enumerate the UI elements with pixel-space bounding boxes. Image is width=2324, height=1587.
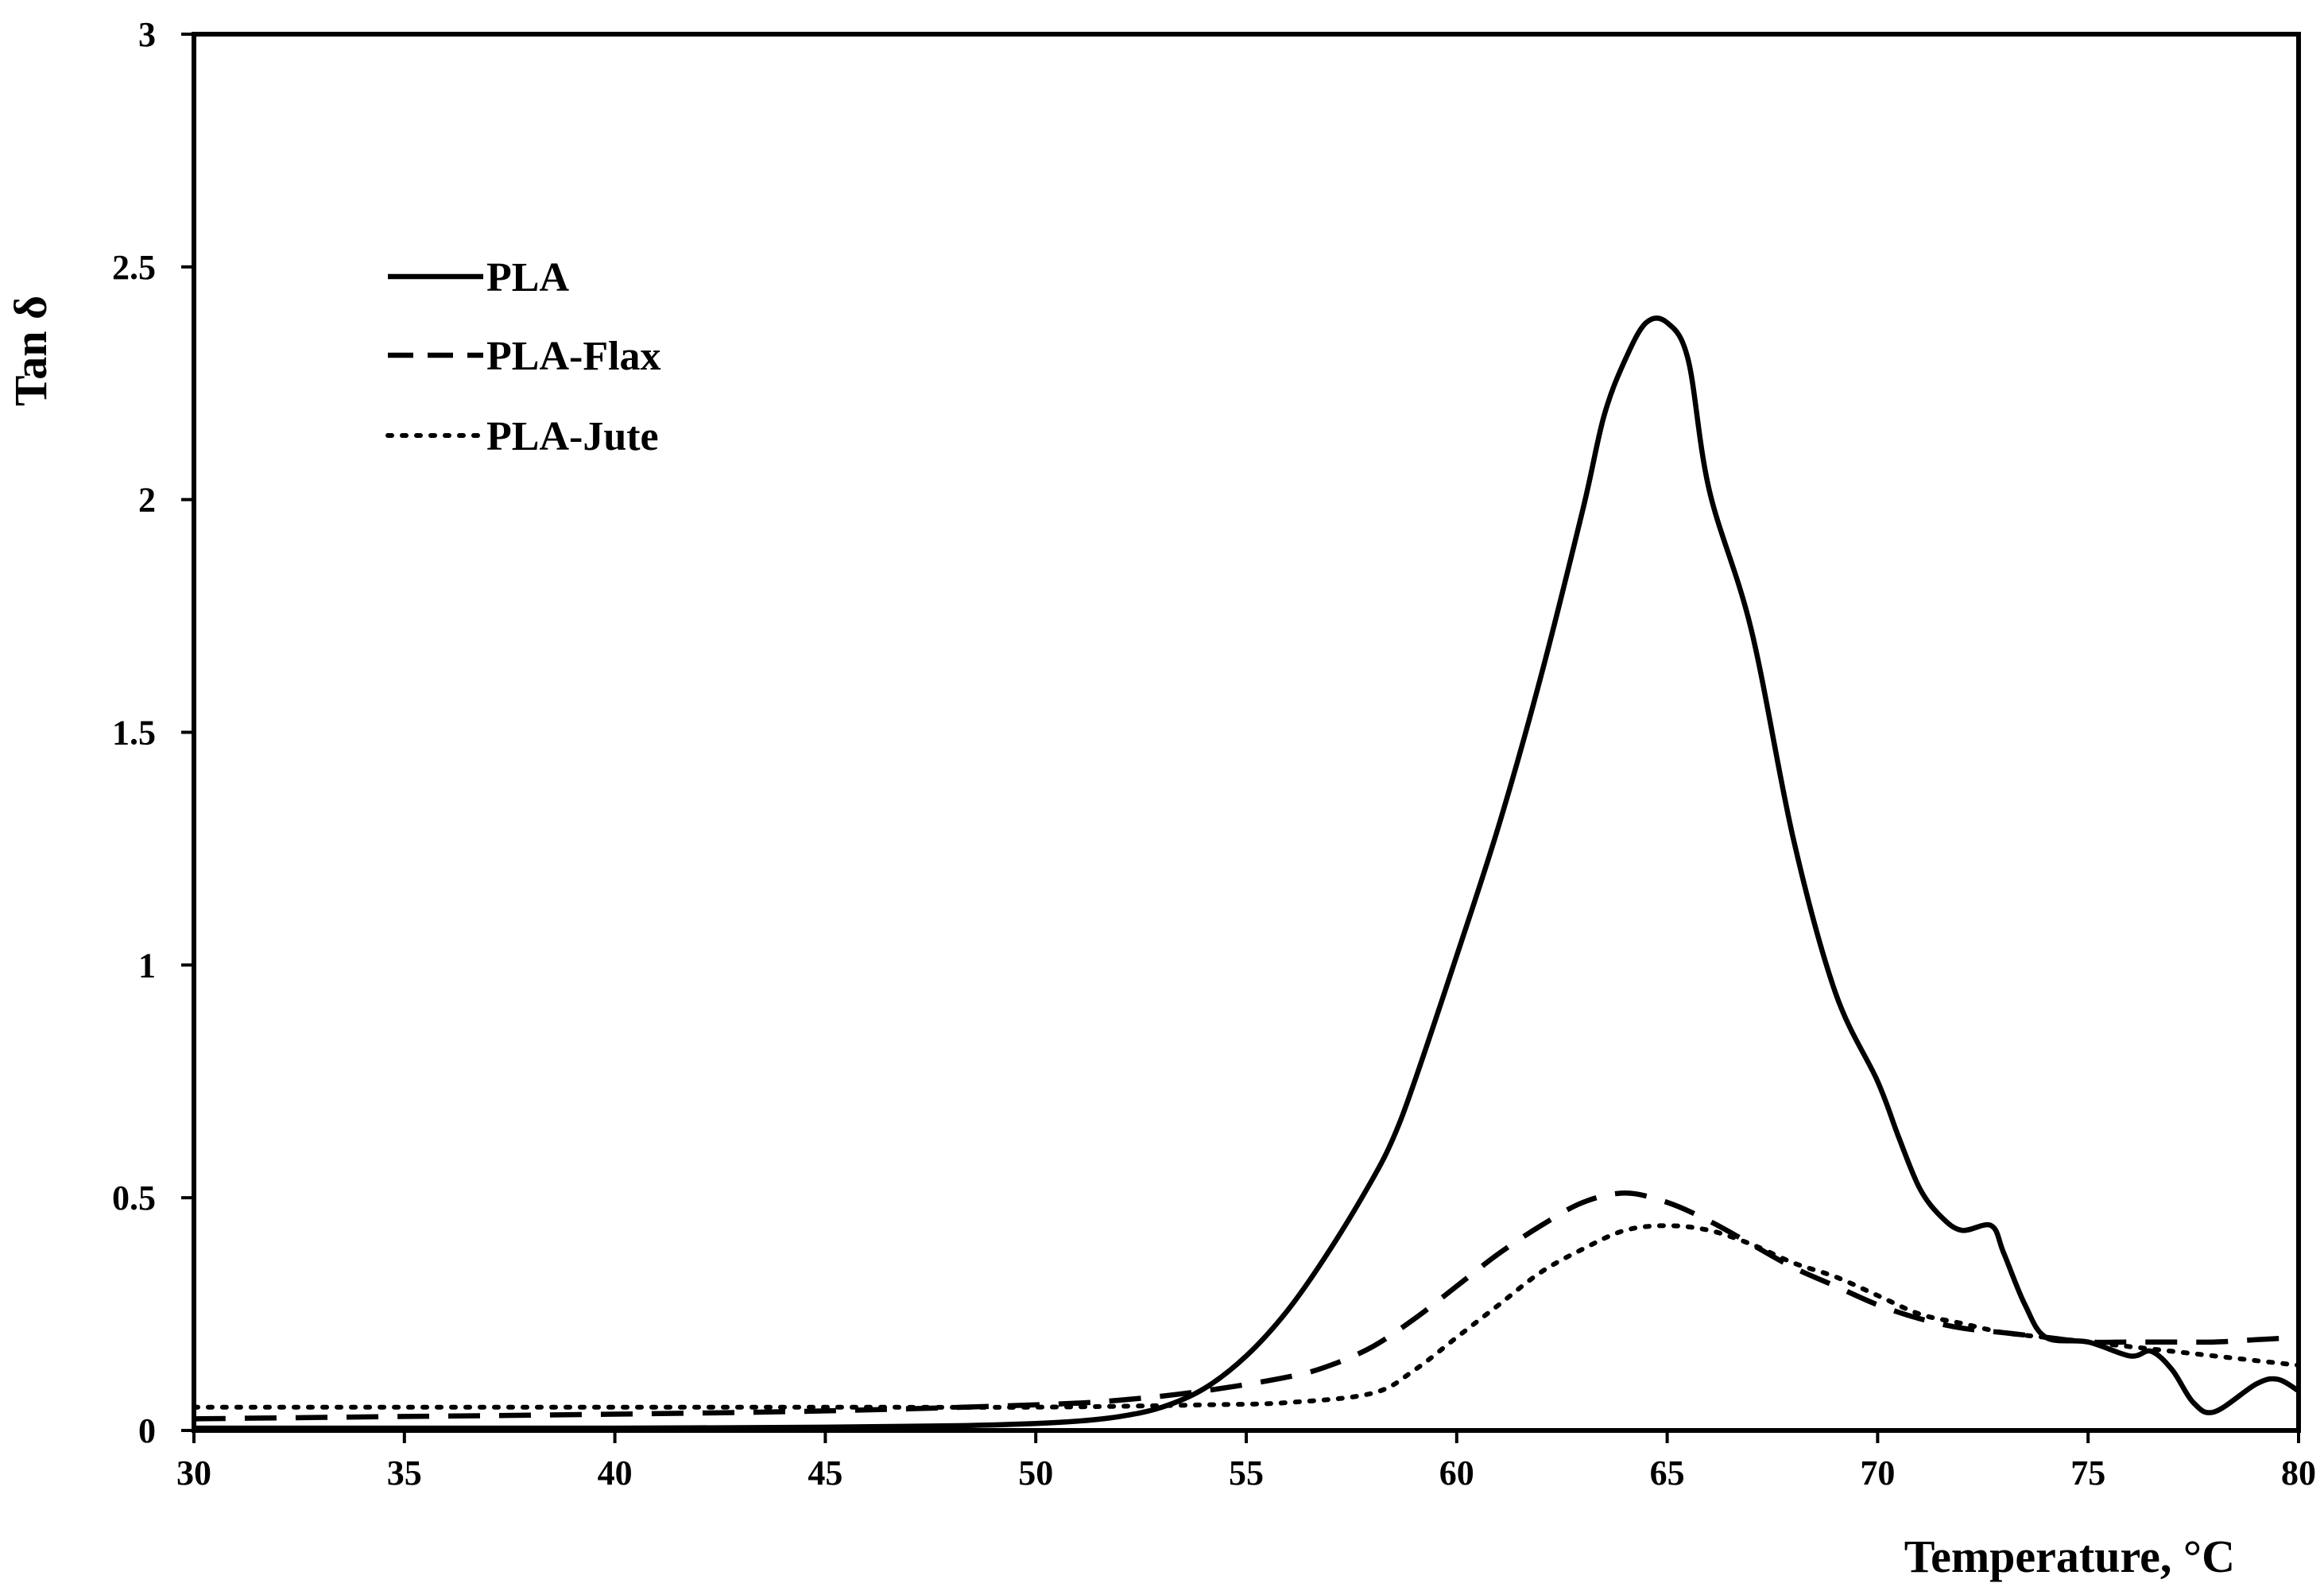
x-axis-title: Temperature, °C <box>1904 1531 2235 1582</box>
x-tick-label: 75 <box>2070 1453 2105 1492</box>
y-tick-label: 1 <box>138 946 156 985</box>
legend-label-pla: PLA <box>486 255 569 300</box>
legend-label-pla-jute: PLA-Jute <box>486 414 659 459</box>
y-tick-label: 3 <box>138 15 156 54</box>
y-tick-label: 0.5 <box>112 1179 156 1217</box>
y-tick-label: 2 <box>138 481 156 520</box>
x-tick-label: 45 <box>808 1453 842 1492</box>
series-line-pla <box>194 315 2300 1431</box>
x-tick-label: 80 <box>2281 1453 2316 1492</box>
y-tick-label: 1.5 <box>112 714 156 753</box>
plot-area: 30 35 40 45 50 55 60 65 70 75 80 0 0.5 1 1.5 2 2.5 3 <box>112 15 2316 1492</box>
x-tick-label: 40 <box>598 1453 633 1492</box>
x-tick-label: 70 <box>1860 1453 1895 1492</box>
plot-frame <box>192 32 2301 1433</box>
x-tick-label: 60 <box>1439 1453 1474 1492</box>
x-axis-ticks: 30 35 40 45 50 55 60 65 70 75 80 <box>176 1430 2316 1492</box>
y-axis-title: Tan δ <box>5 296 56 406</box>
series-line-pla-jute <box>192 1223 2301 1410</box>
x-tick-label: 55 <box>1229 1453 1264 1492</box>
y-tick-label: 0 <box>138 1411 156 1450</box>
y-axis-ticks: 0 0.5 1 1.5 2 2.5 3 <box>112 15 194 1450</box>
y-tick-label: 2.5 <box>112 248 156 287</box>
legend: PLA PLA-Flax PLA-Jute <box>385 255 661 459</box>
x-tick-label: 35 <box>387 1453 422 1492</box>
legend-label-pla-flax: PLA-Flax <box>486 334 661 379</box>
x-tick-label: 65 <box>1650 1453 1685 1492</box>
x-tick-label: 50 <box>1018 1453 1053 1492</box>
series-layer <box>192 315 2301 1431</box>
x-tick-label: 30 <box>176 1453 211 1492</box>
